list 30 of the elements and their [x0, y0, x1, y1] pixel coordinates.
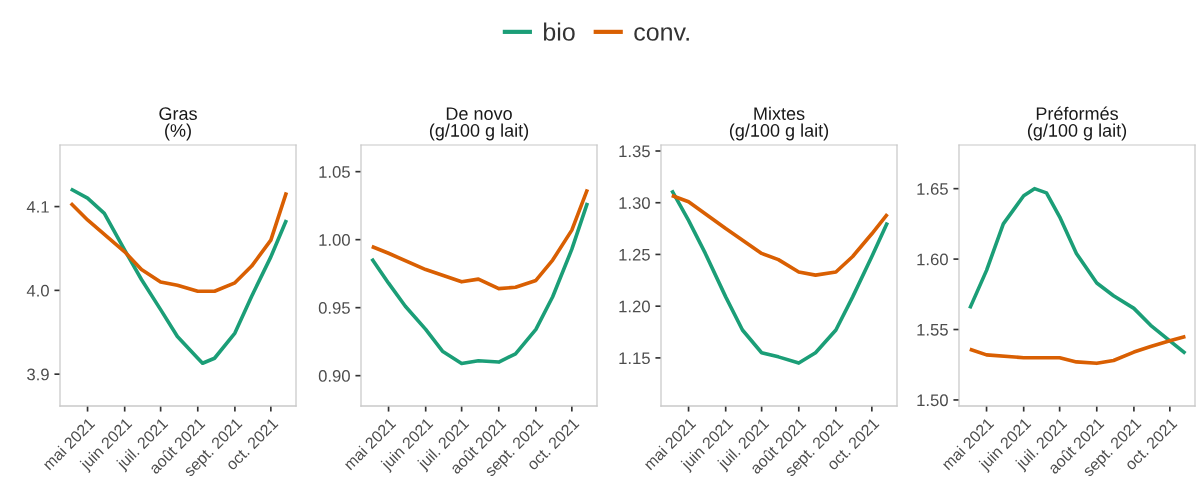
y-tick-label: 4.0	[26, 284, 49, 297]
y-tick-label: 3.9	[27, 368, 49, 381]
line-series	[369, 201, 590, 366]
y-tick-label: 1.55	[917, 324, 948, 336]
y-tick-label: 0.90	[318, 370, 350, 382]
line-series	[967, 334, 1188, 366]
line-series	[68, 187, 289, 366]
y-tick-label: 1.20	[619, 300, 650, 313]
line-series	[967, 186, 1188, 356]
y-tick-label: 1.05	[319, 166, 350, 178]
legend-label: bio	[543, 22, 575, 41]
line-series	[669, 188, 890, 365]
chart-title: De novo (g/100 g lait)	[429, 107, 529, 141]
chart-title: Préformés (g/100 g lait)	[1027, 106, 1127, 141]
y-tick-label: 0.95	[318, 302, 350, 314]
y-tick-label: 1.50	[917, 394, 948, 407]
y-tick-label: 4.1	[26, 201, 49, 213]
y-tick-label: 1.60	[917, 253, 948, 266]
y-tick-label: 1.00	[319, 234, 350, 246]
y-tick-label: 1.25	[619, 248, 650, 261]
y-tick-label: 1.30	[619, 197, 650, 209]
chart-title: Mixtes (g/100 g lait)	[729, 106, 829, 141]
line-series	[68, 190, 289, 294]
line-series	[369, 187, 590, 291]
line-series	[669, 193, 890, 277]
legend-label: conv.	[634, 27, 689, 41]
y-tick-label: 1.35	[619, 145, 650, 158]
chart-title: Gras (%)	[159, 107, 197, 141]
y-tick-label: 1.65	[917, 183, 948, 195]
y-tick-label: 1.15	[619, 352, 650, 365]
